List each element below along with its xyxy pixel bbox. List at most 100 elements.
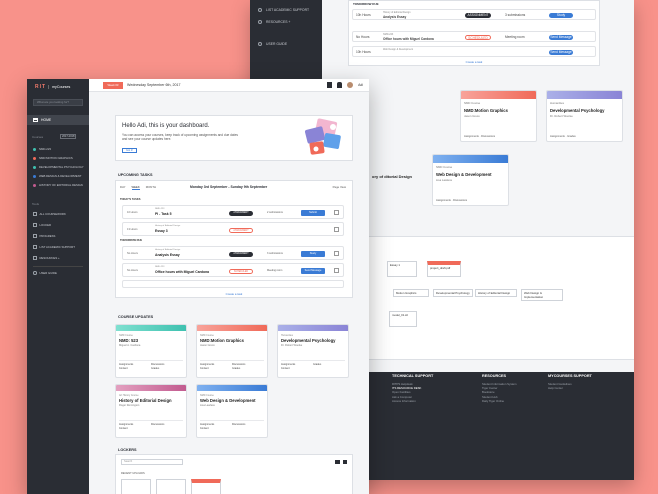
content-link[interactable]: Content: [119, 367, 128, 370]
sidebar-item-coursework[interactable]: ALL COURSEWORK: [33, 212, 66, 216]
course-card[interactable]: Art History Course History of Editorial D…: [115, 384, 187, 438]
back-course-card[interactable]: Humanities Developmental Psychology Dr. …: [546, 90, 623, 142]
term-select[interactable]: 2017-2018: [60, 134, 76, 139]
resources-icon: [258, 20, 262, 24]
task-row[interactable]: 13 Hours History of Editorial Design Ess…: [122, 222, 344, 236]
task-checkbox[interactable]: [334, 210, 339, 215]
back-course-card[interactable]: NMD Course Web Design & Development Lisa…: [432, 154, 509, 206]
assignments-link[interactable]: Assignments: [200, 363, 215, 366]
content-link[interactable]: Content: [281, 367, 290, 370]
locker-file[interactable]: [121, 479, 151, 494]
course-card[interactable]: NMD Course Web Design & Development Lisa L…: [196, 384, 268, 438]
back-course-card[interactable]: NMD Course NMD:Motion Graphics Jason Gre…: [460, 90, 537, 142]
rit-logo[interactable]: RIT myCourses: [35, 84, 71, 90]
locker-folder[interactable]: Developmental Psychology: [433, 289, 473, 297]
tab-week[interactable]: WEEK: [131, 185, 140, 190]
locker-folder[interactable]: History of Editorial Design: [475, 289, 517, 297]
footer-mycourses-support: MYCOURSES SUPPORT Student Guidelines Hel…: [548, 374, 592, 391]
grades-link[interactable]: Grades: [313, 363, 322, 366]
task-row[interactable]: No Hours History of Editorial Design Ana…: [122, 246, 344, 260]
folder-icon[interactable]: [335, 460, 340, 464]
upload-icon[interactable]: [343, 460, 347, 464]
tab-month[interactable]: MONTH: [145, 185, 157, 189]
sidebar-item-locker[interactable]: LOCKER: [33, 223, 51, 227]
avatar[interactable]: [347, 82, 354, 88]
course-card[interactable]: Humanities Developmental Psychology Dr. Ro…: [277, 324, 349, 378]
locker-file[interactable]: [156, 479, 186, 494]
study-button[interactable]: Study: [301, 251, 325, 257]
back-nav-resources[interactable]: RESOURCES +: [250, 16, 322, 28]
task-row[interactable]: 10 Hours NMD-223 PI - Task 5 ASSIGNMENT …: [122, 205, 344, 219]
locker-file[interactable]: Essay 1: [387, 261, 417, 277]
task-checkbox[interactable]: [334, 268, 339, 273]
sidebar-course[interactable]: DEVELOPMENTAL PSYCHOLOGY: [33, 165, 84, 169]
got-it-button[interactable]: Got it!: [122, 148, 137, 153]
back-locker-panel: Essay 1 project_draft.pdf Motion Graphic…: [348, 236, 634, 360]
back-nav-user-guide[interactable]: USER GUIDE: [250, 38, 322, 50]
task-checkbox[interactable]: [334, 251, 339, 256]
submit-button[interactable]: Submit: [301, 210, 325, 216]
course-card[interactable]: NMD Course NMD:Motion Graphics Jason Greco…: [196, 324, 268, 378]
locker-folder[interactable]: Motion Graphics: [393, 289, 429, 297]
assignments-link[interactable]: Assignments: [281, 363, 296, 366]
sidebar-course[interactable]: NMD:MOTION GRAPHICS: [33, 156, 73, 160]
sidebar-item-progress[interactable]: PROGRESS: [33, 234, 55, 238]
content-link[interactable]: Content: [200, 427, 209, 430]
sidebar-course[interactable]: HISTORY OF EDITORIAL DESIGN: [33, 183, 83, 187]
sidebar-item-user-guide[interactable]: USER GUIDE: [33, 271, 57, 275]
task-checkbox[interactable]: [334, 227, 339, 232]
discussions-link[interactable]: Discussions: [151, 423, 165, 426]
locker-file[interactable]: project_draft.pdf: [427, 261, 461, 277]
assignments-link[interactable]: Assignments: [119, 423, 134, 426]
locker-folder[interactable]: Web Design & Implementation: [521, 289, 563, 301]
grades-link[interactable]: Grades: [151, 367, 160, 370]
sidebar-item-home[interactable]: HOME: [27, 115, 89, 125]
bookmark-icon[interactable]: [327, 82, 333, 88]
user-name[interactable]: Adi: [358, 83, 363, 87]
back-create-task-link[interactable]: Create a task: [465, 60, 483, 64]
course-updates-heading: COURSE UPDATES: [118, 315, 154, 319]
upcoming-tasks-heading: UPCOMING TASKS: [118, 173, 153, 177]
search-input[interactable]: What are you looking for?: [33, 99, 83, 106]
back-tomorrow-label: TOMORROW DUE: [353, 2, 379, 6]
back-task-row[interactable]: No Hours NMD-223 Office hours with Migue…: [352, 31, 596, 42]
task-row[interactable]: [122, 280, 344, 288]
view-filter[interactable]: Page View: [332, 185, 346, 189]
locker-icon: [33, 223, 37, 227]
content-link[interactable]: Content: [119, 427, 128, 430]
bell-icon[interactable]: [337, 82, 343, 88]
back-task-row[interactable]: 10h Hours Web Design & Development Send …: [352, 46, 596, 57]
discussions-link[interactable]: Discussions: [232, 423, 246, 426]
assignments-link[interactable]: Assignments: [119, 363, 134, 366]
create-task-link[interactable]: Create a task: [225, 292, 243, 296]
locker-file[interactable]: [191, 479, 221, 494]
back-send-message-button[interactable]: Send Message: [549, 35, 573, 40]
assignments-link[interactable]: Assignments: [200, 423, 215, 426]
recent-uploads-label: RECENT UPLOADS: [121, 472, 145, 475]
home-icon: [33, 118, 38, 122]
back-send-message-button[interactable]: Send Message: [549, 50, 573, 55]
help-icon: [33, 271, 37, 275]
content-link[interactable]: Content: [200, 367, 209, 370]
locker-search-input[interactable]: Search: [121, 459, 183, 465]
back-nav-support[interactable]: LIST ACADEMIC SUPPORT: [250, 4, 322, 16]
sidebar-course[interactable]: NMD-223: [33, 147, 51, 151]
welcome-title: Hello Adi, this is your dashboard.: [122, 123, 210, 129]
course-card[interactable]: NMD Course NMD: 523 Miguel A. Cardona Assi…: [115, 324, 187, 378]
back-task-row[interactable]: 10h Hours History of Editorial Design An…: [352, 9, 596, 20]
sidebar-item-resources[interactable]: RESOURCES +: [33, 256, 60, 260]
sidebar-course[interactable]: WEB DESIGN & DEVELOPMENT: [33, 174, 81, 178]
status-badge: SCHEDULED: [229, 268, 253, 274]
task-row[interactable]: No Hours NMD-223 Office hours with Migue…: [122, 263, 344, 277]
tab-day[interactable]: DAY: [120, 185, 126, 189]
grades-link[interactable]: Grades: [232, 367, 241, 370]
discussions-link[interactable]: Discussions: [232, 363, 246, 366]
status-badge: ASSIGNMENT: [229, 251, 253, 257]
help-icon: [258, 42, 262, 46]
send-message-button[interactable]: Send Message: [301, 268, 325, 274]
sidebar-item-support[interactable]: LIST ACADEMIC SUPPORT: [33, 245, 75, 249]
locker-file[interactable]: model_01.stl: [389, 311, 417, 327]
welcome-banner: Hello Adi, this is your dashboard. You c…: [115, 115, 353, 161]
back-study-button[interactable]: Study: [549, 13, 573, 18]
discussions-link[interactable]: Discussions: [151, 363, 165, 366]
